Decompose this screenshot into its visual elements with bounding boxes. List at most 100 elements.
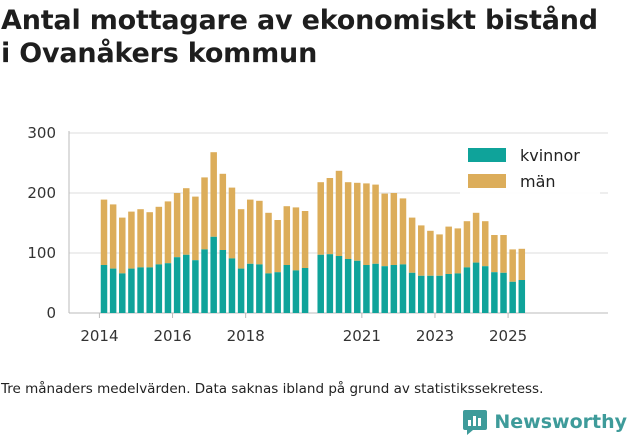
bar-man <box>436 234 443 276</box>
y-tick-label: 100 <box>27 244 56 262</box>
bar-kvinnor <box>500 272 507 313</box>
bar-man <box>399 198 407 265</box>
bar-man <box>408 217 416 273</box>
bar-kvinnor <box>354 260 361 313</box>
bar-man <box>326 178 334 255</box>
bar-kvinnor <box>363 265 370 313</box>
bar-kvinnor <box>119 273 126 313</box>
bar-man <box>472 212 480 263</box>
bar-man <box>283 206 291 265</box>
bar-kvinnor <box>509 281 516 313</box>
bar-man <box>354 182 361 261</box>
bar-kvinnor <box>109 268 117 313</box>
legend-label-kvinnor: kvinnor <box>520 146 580 165</box>
bar-man <box>100 199 108 265</box>
bar-kvinnor <box>390 265 398 313</box>
bar-kvinnor <box>173 257 181 313</box>
bar-man <box>192 196 199 261</box>
bars <box>100 152 526 313</box>
bar-man <box>201 177 208 250</box>
newsworthy-logo-icon <box>463 410 488 435</box>
bar-kvinnor <box>436 275 443 313</box>
bar-kvinnor <box>146 267 153 313</box>
bar-man <box>390 193 398 265</box>
bar-man <box>372 184 379 264</box>
bar-kvinnor <box>256 264 263 313</box>
bar-man <box>381 193 388 267</box>
bar-man <box>265 212 272 274</box>
bar-man <box>173 193 181 258</box>
bar-kvinnor <box>381 266 388 313</box>
bar-kvinnor <box>228 258 236 313</box>
bar-man <box>427 230 434 276</box>
bar-man <box>500 235 507 273</box>
y-tick-label: 300 <box>27 124 56 142</box>
bar-man <box>481 221 489 267</box>
bar-kvinnor <box>445 274 452 313</box>
bar-man <box>164 201 172 264</box>
bar-man <box>228 187 236 259</box>
bar-kvinnor <box>137 267 144 313</box>
bar-kvinnor <box>292 270 300 313</box>
bar-kvinnor <box>491 272 498 313</box>
y-tick-label: 0 <box>46 304 56 322</box>
stacked-bar-chart: 0 100 200 300 2014 2016 2018 2021 2023 2025 kvinn… <box>27 124 608 345</box>
bar-man <box>454 228 462 274</box>
bar-man <box>137 209 144 268</box>
bar-man <box>155 206 163 265</box>
axis-labels: 0 100 200 300 2014 2016 2018 2021 2023 2025 <box>27 124 527 345</box>
bar-kvinnor <box>408 272 416 313</box>
bar-man <box>128 211 135 269</box>
bar-kvinnor <box>427 275 434 313</box>
x-tick-label: 2014 <box>80 327 118 345</box>
bar-man <box>237 209 245 269</box>
bar-man <box>509 249 516 282</box>
bar-kvinnor <box>518 280 526 313</box>
bar-kvinnor <box>481 266 489 313</box>
bar-kvinnor <box>463 267 471 313</box>
bar-kvinnor <box>246 263 254 313</box>
bar-kvinnor <box>418 275 425 313</box>
bar-man <box>317 182 324 255</box>
footnote: Tre månaders medelvärden. Data saknas ib… <box>1 381 544 397</box>
bar-kvinnor <box>183 254 190 313</box>
bar-man <box>292 207 300 271</box>
bar-kvinnor <box>335 256 343 313</box>
x-tick-label: 2021 <box>343 327 381 345</box>
x-tick-label: 2016 <box>153 327 191 345</box>
bar-kvinnor <box>201 249 208 313</box>
bar-man <box>246 199 254 264</box>
bar-kvinnor <box>274 272 281 313</box>
bar-kvinnor <box>317 254 324 313</box>
bar-kvinnor <box>344 259 352 313</box>
bar-kvinnor <box>164 263 172 313</box>
bar-kvinnor <box>454 273 462 313</box>
bar-kvinnor <box>128 268 135 313</box>
bar-man <box>219 173 227 250</box>
bar-kvinnor <box>372 263 379 313</box>
title-line-1: Antal mottagare av ekonomiskt bistånd <box>1 5 598 36</box>
bar-kvinnor <box>100 265 108 313</box>
bar-kvinnor <box>399 264 407 313</box>
brand-name: Newsworthy <box>494 411 627 433</box>
title-line-2: i Ovanåkers kommun <box>1 38 318 69</box>
legend-swatch-kvinnor <box>468 148 506 162</box>
bar-man <box>418 225 425 276</box>
x-tick-label: 2025 <box>489 327 527 345</box>
bar-man <box>363 183 370 265</box>
bar-man <box>256 200 263 265</box>
legend-label-man: män <box>520 172 556 191</box>
bar-man <box>301 211 309 268</box>
bar-man <box>210 152 217 237</box>
bar-kvinnor <box>155 264 163 313</box>
bar-man <box>109 204 117 269</box>
bar-kvinnor <box>237 268 245 313</box>
bar-kvinnor <box>210 236 217 313</box>
bar-man <box>445 226 452 274</box>
legend: kvinnor män <box>460 142 600 196</box>
bar-man <box>344 182 352 259</box>
bar-man <box>119 217 126 274</box>
bar-kvinnor <box>283 265 291 313</box>
bar-man <box>335 170 343 256</box>
bar-man <box>146 212 153 268</box>
